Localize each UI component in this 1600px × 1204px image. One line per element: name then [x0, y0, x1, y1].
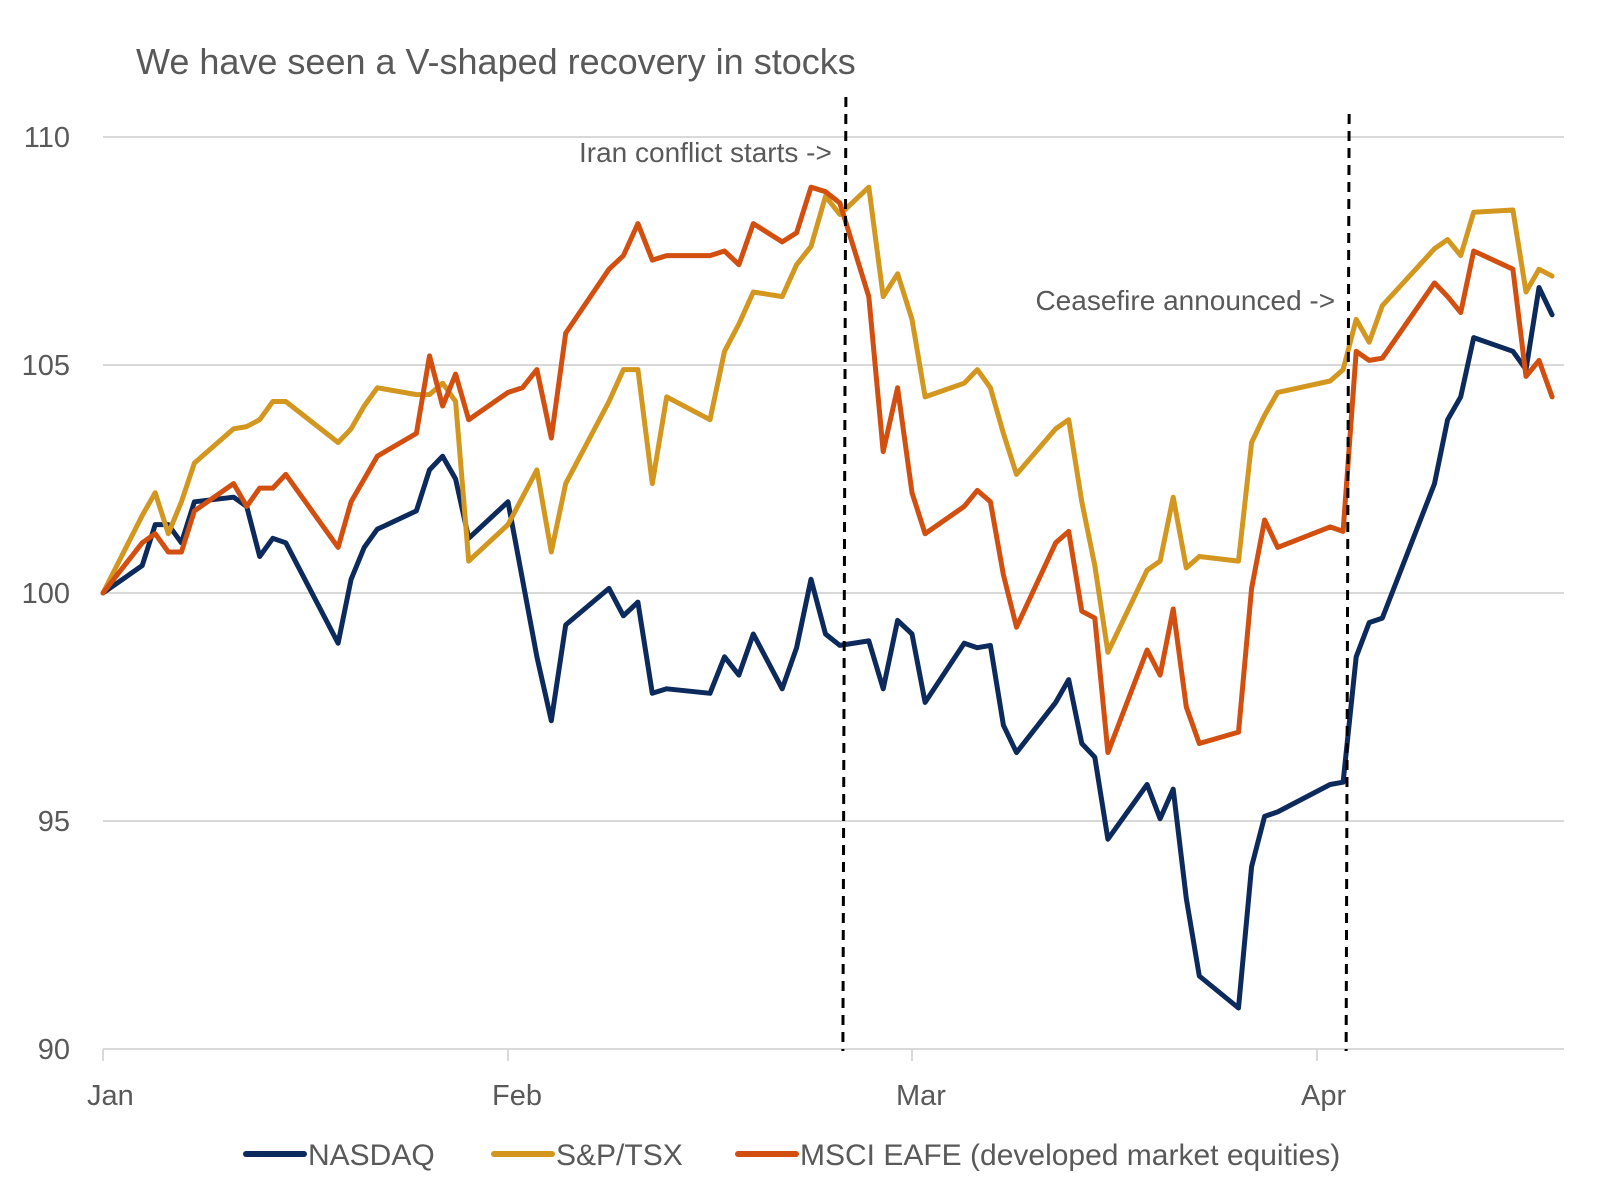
series-line-sptsx	[100, 184, 1555, 655]
y-tick-label: 100	[22, 578, 70, 610]
y-tick-label: 105	[22, 350, 70, 382]
x-tick-label: Apr	[1301, 1080, 1346, 1112]
x-tick-label: Mar	[896, 1080, 946, 1112]
annotation-line	[841, 96, 848, 1052]
y-tick-label: 90	[38, 1034, 70, 1066]
annotation-line	[1344, 113, 1351, 1052]
legend-label-sp-tsx: S&P/TSX	[556, 1139, 683, 1172]
y-tick-label: 110	[24, 122, 70, 154]
series-line-nasdaq	[100, 285, 1555, 1011]
annotation-ceasefire-label: Ceasefire announced ->	[1035, 285, 1335, 316]
legend-label-msci-eafe: MSCI EAFE (developed market equities)	[800, 1139, 1340, 1172]
legend: NASDAQ S&P/TSX MSCI EAFE (developed mark…	[243, 1139, 1340, 1172]
x-axis: Jan Feb Mar Apr	[87, 1080, 1346, 1112]
x-tick-label: Jan	[87, 1080, 134, 1112]
x-tick-label: Feb	[492, 1080, 542, 1112]
y-tick-label: 95	[38, 806, 70, 838]
gridlines	[102, 136, 1564, 1061]
series-line-msci	[100, 184, 1555, 756]
annotations: Iran conflict starts -> Ceasefire announ…	[579, 96, 1351, 1052]
y-axis: 90 95 100 105 110	[22, 122, 70, 1066]
chart-title: We have seen a V-shaped recovery in stoc…	[136, 41, 856, 82]
series-lines	[100, 184, 1555, 1011]
annotation-iran-label: Iran conflict starts ->	[579, 137, 832, 168]
legend-label-nasdaq: NASDAQ	[308, 1139, 435, 1172]
